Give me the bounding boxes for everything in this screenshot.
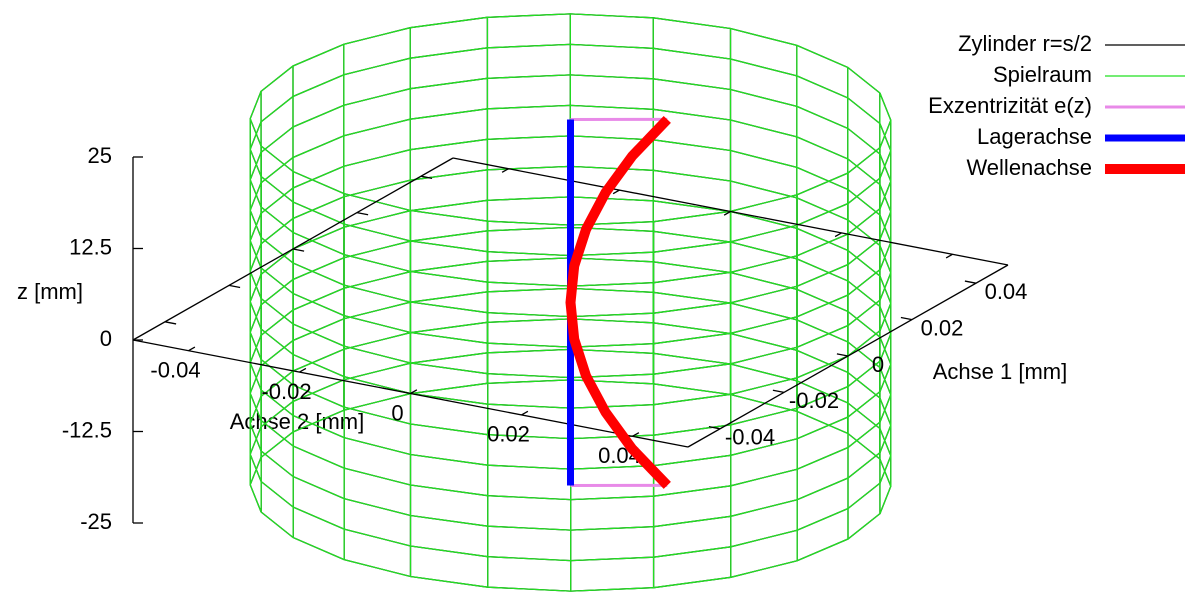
z-tick-label: 25 (88, 143, 112, 168)
x-axis-label: Achse 1 [mm] (933, 359, 1067, 384)
y-tick-label: 0 (391, 400, 403, 425)
x-tick (708, 426, 721, 430)
y-tick-label: -0.04 (150, 358, 200, 383)
x-tick-label: 0.02 (921, 315, 964, 340)
y-tick (632, 432, 640, 437)
y-tick-label: -0.02 (261, 379, 311, 404)
x-tick (836, 353, 849, 357)
z-axis-label: z [mm] (17, 279, 83, 304)
x-tick (164, 321, 177, 325)
y-tick (521, 410, 529, 416)
x-tick-label: 0 (872, 352, 884, 377)
y-tick (834, 232, 842, 238)
y-tick (188, 346, 196, 352)
x-tick (292, 248, 305, 252)
x-tick (420, 175, 433, 179)
x-tick (964, 280, 977, 284)
legend-label: Wellenachse (966, 155, 1092, 180)
legend-label: Spielraum (993, 62, 1092, 87)
legend-label: Exzentrizität e(z) (928, 93, 1092, 118)
x-tick (900, 316, 913, 321)
x-tick (228, 284, 241, 289)
y-tick (723, 210, 731, 216)
x-tick-label: -0.04 (725, 425, 775, 450)
x-tick-label: 0.04 (985, 279, 1028, 304)
z-tick-label: 12.5 (69, 234, 112, 259)
legend-label: Lagerachse (977, 124, 1092, 149)
y-tick (501, 168, 509, 173)
z-tick-label: -25 (80, 509, 112, 534)
series-line (570, 117, 668, 487)
y-tick-label: 0.02 (487, 422, 530, 447)
z-tick-label: -12.5 (62, 417, 112, 442)
y-tick (299, 367, 307, 373)
x-tick (772, 389, 785, 394)
z-tick-label: 0 (100, 326, 112, 351)
series-line (565, 115, 671, 489)
y-tick (612, 189, 620, 195)
y-tick (945, 253, 953, 259)
legend-label: Zylinder r=s/2 (958, 31, 1092, 56)
y-tick (410, 389, 418, 395)
x-tick-label: -0.02 (789, 388, 839, 413)
x-tick (356, 211, 369, 216)
